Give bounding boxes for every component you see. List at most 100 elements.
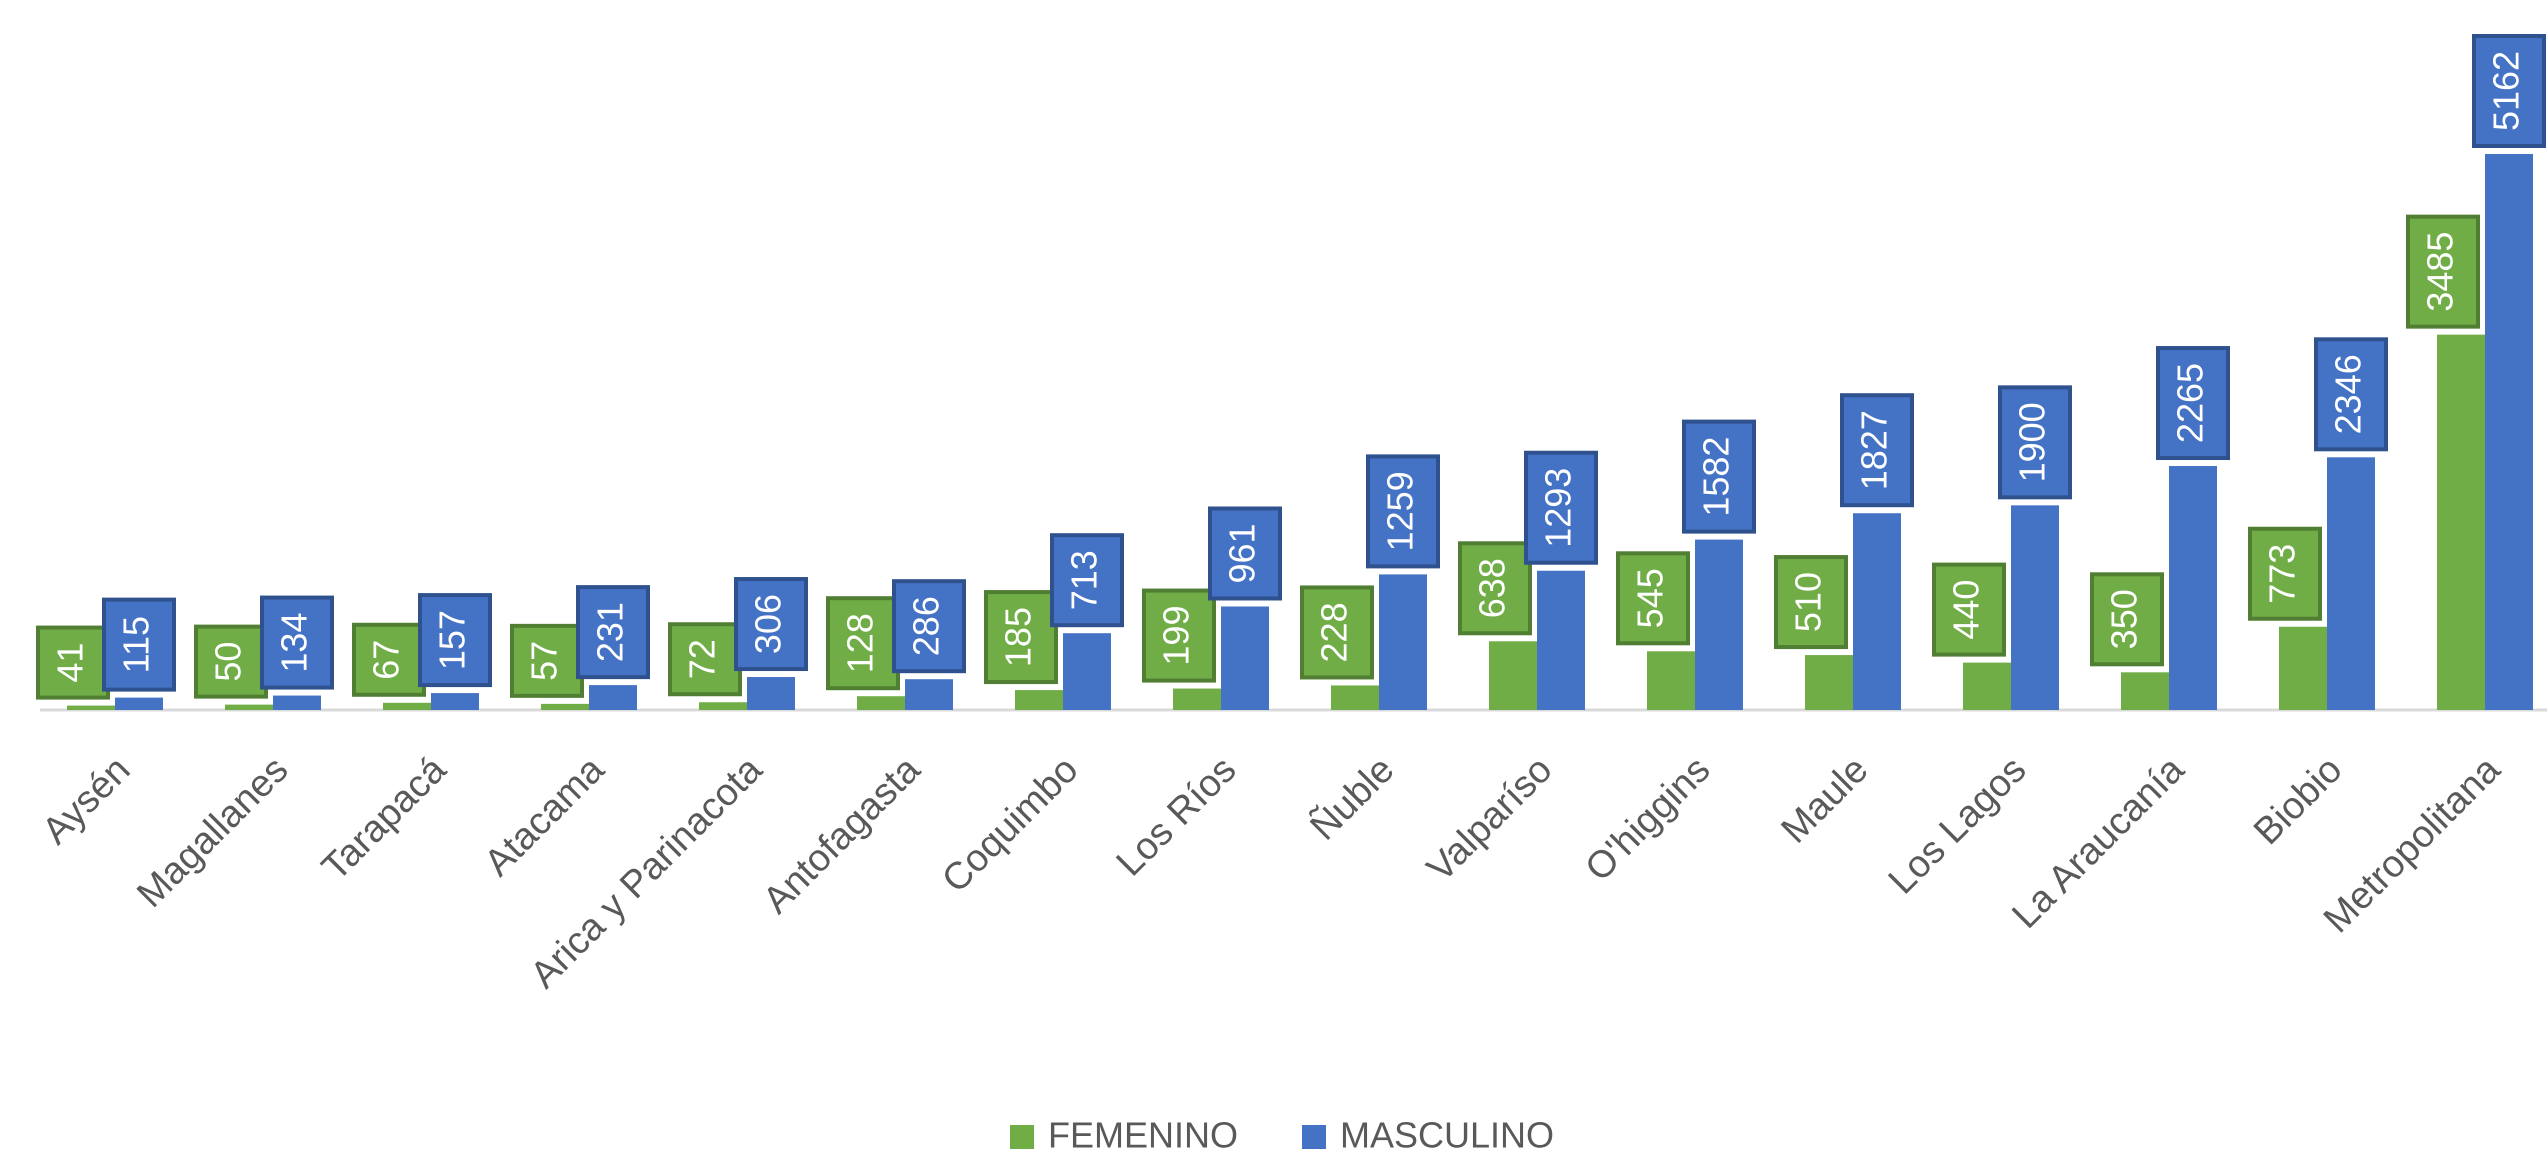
data-label: 638 [1472, 558, 1513, 618]
bar [2327, 457, 2375, 710]
data-label: 510 [1788, 572, 1829, 632]
data-label: 3485 [2420, 232, 2461, 312]
legend-label: MASCULINO [1340, 1115, 1554, 1155]
data-label: 1827 [1854, 410, 1895, 490]
x-tick-label: O'higgins [1578, 749, 1719, 890]
x-tick-label: Maule [1774, 749, 1877, 852]
data-label-box [2248, 526, 2322, 621]
bar [1063, 633, 1111, 710]
bar [1647, 651, 1695, 710]
bar [1853, 513, 1901, 710]
bar [1963, 662, 2011, 710]
data-label: 306 [748, 594, 789, 654]
data-label: 713 [1064, 550, 1105, 610]
data-label: 41 [50, 643, 91, 683]
bar [1015, 690, 1063, 710]
x-tick-label: Biobio [2246, 749, 2350, 853]
data-label: 115 [116, 616, 157, 673]
bar [1379, 574, 1427, 710]
legend-label: FEMENINO [1048, 1115, 1238, 1155]
data-label-box [1366, 454, 1440, 569]
data-label-box [1208, 506, 1282, 601]
data-label: 1259 [1380, 471, 1421, 551]
bar [383, 702, 431, 710]
data-label-box [1682, 419, 1756, 534]
bar [857, 696, 905, 710]
bar [699, 702, 747, 710]
x-tick-label: Tarapacá [314, 748, 455, 889]
data-label: 5162 [2486, 51, 2527, 131]
bar [2279, 626, 2327, 710]
data-label-box [1774, 555, 1848, 650]
data-label: 773 [2262, 544, 2303, 604]
data-label-box [826, 596, 900, 691]
data-label-box [1524, 450, 1598, 565]
data-label-box [734, 577, 808, 672]
data-label-box [1458, 541, 1532, 636]
bar [115, 697, 163, 710]
data-label: 199 [1156, 606, 1197, 666]
bar [747, 677, 795, 710]
data-label: 185 [998, 607, 1039, 667]
data-label-box [2156, 346, 2230, 461]
data-label: 134 [274, 613, 315, 673]
data-label-box [576, 585, 650, 680]
bar [431, 693, 479, 710]
data-label: 1900 [2012, 402, 2053, 482]
data-label: 128 [840, 613, 881, 673]
data-label: 350 [2104, 589, 2145, 649]
data-label-box [1142, 588, 1216, 683]
bar [1331, 685, 1379, 710]
data-label-box [2314, 337, 2388, 452]
data-label: 231 [590, 602, 631, 662]
bar [2169, 466, 2217, 710]
x-tick-label: Antofagasta [755, 748, 929, 922]
data-label-box [1300, 585, 1374, 680]
data-label-box [2406, 214, 2480, 329]
bar [2121, 672, 2169, 710]
x-tick-label: La Araucanía [2004, 748, 2193, 937]
bar [1537, 570, 1585, 710]
data-label: 2346 [2328, 354, 2369, 434]
data-label: 1293 [1538, 468, 1579, 548]
bar [1489, 641, 1537, 710]
legend-swatch [1010, 1125, 1034, 1149]
data-label: 2265 [2170, 363, 2211, 443]
data-label: 50 [208, 642, 249, 682]
data-label: 545 [1630, 568, 1671, 628]
data-label: 440 [1946, 580, 1987, 640]
x-tick-label: Coquimbo [934, 749, 1086, 901]
legend-swatch [1302, 1125, 1326, 1149]
bar [2485, 154, 2533, 710]
x-tick-label: Los Lagos [1881, 749, 2035, 903]
data-label-box [102, 597, 176, 692]
x-tick-label: Aysén [35, 749, 139, 853]
data-label: 286 [906, 596, 947, 656]
bar [589, 685, 637, 710]
data-label: 72 [682, 639, 723, 679]
data-label-box [2472, 34, 2546, 148]
bar [1173, 688, 1221, 710]
bar [905, 679, 953, 710]
bar [67, 705, 115, 710]
bar [1805, 655, 1853, 710]
bar [1695, 539, 1743, 710]
data-label-box [984, 590, 1058, 685]
data-label-box [1050, 533, 1124, 628]
data-label: 961 [1222, 523, 1263, 583]
data-label-box [1840, 393, 1914, 508]
data-label-box [1932, 562, 2006, 657]
data-label-box [260, 595, 334, 690]
bar [541, 703, 589, 710]
data-label-box [2090, 572, 2164, 667]
x-tick-label: Valparíso [1419, 749, 1560, 890]
data-label: 1582 [1696, 437, 1737, 517]
x-tick-label: Magallanes [129, 749, 296, 916]
bar [2011, 505, 2059, 710]
bar [1221, 606, 1269, 710]
x-tick-label: Atacama [477, 748, 613, 884]
bar [273, 695, 321, 710]
data-label: 67 [366, 640, 407, 680]
